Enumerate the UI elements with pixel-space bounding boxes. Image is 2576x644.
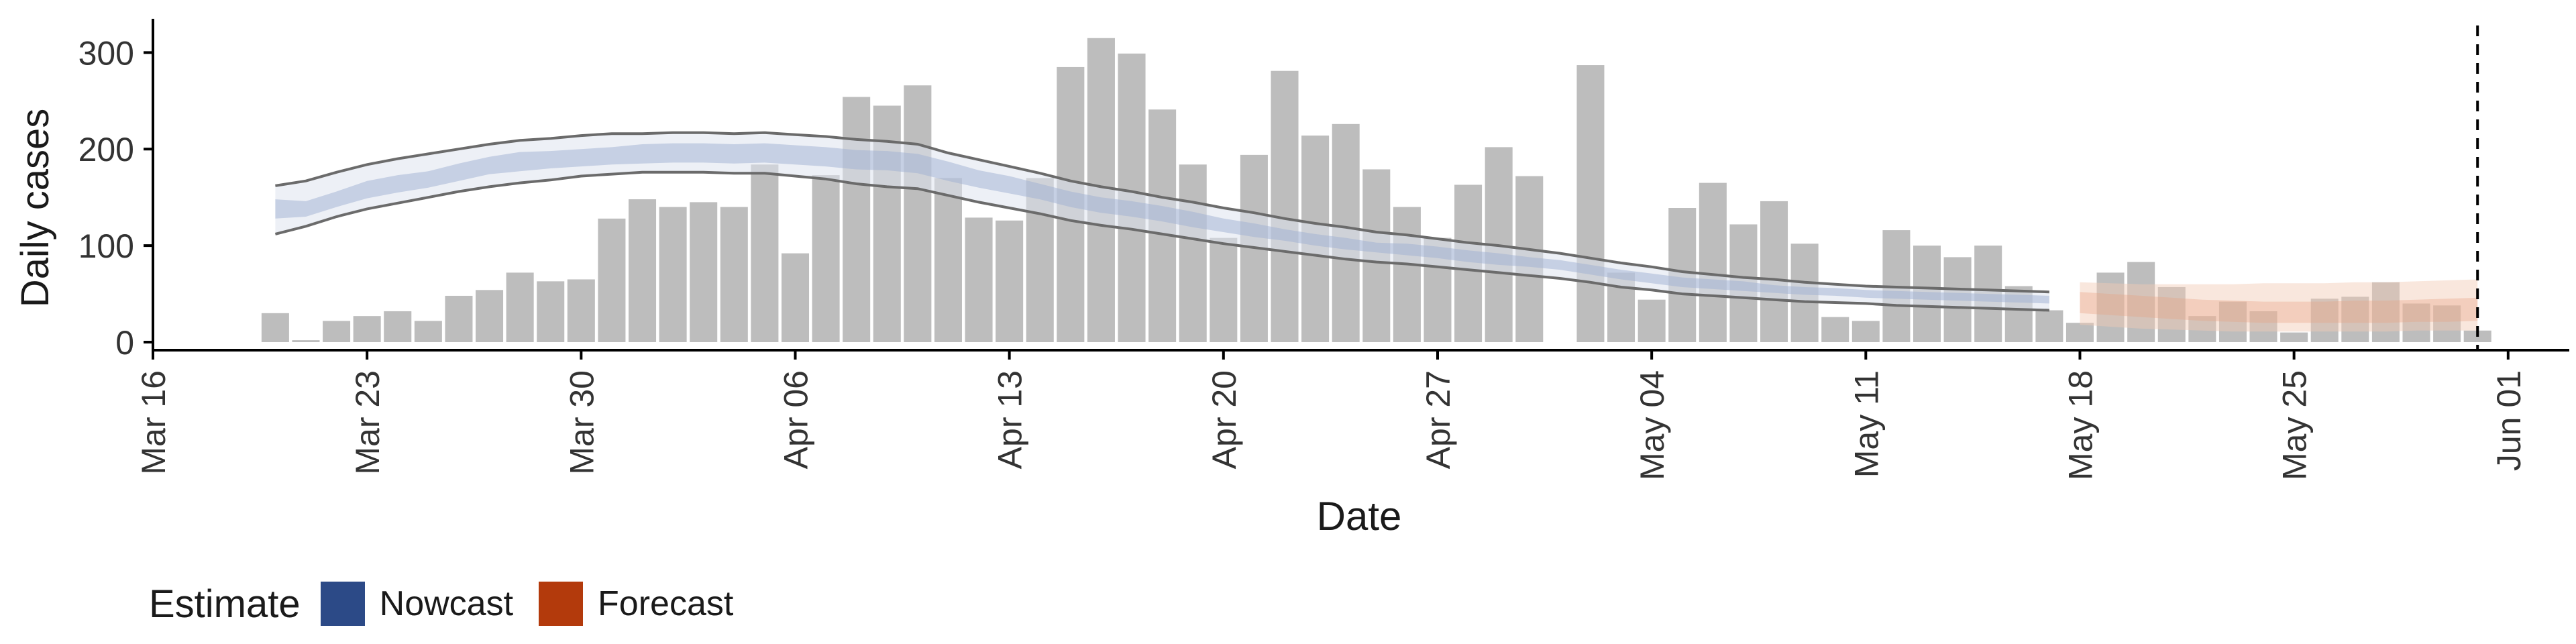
legend-key-forecast [539,582,584,626]
bar-case [812,175,840,342]
bar-case [965,217,993,342]
x-tick-label: Mar 30 [563,370,600,475]
y-tick-label: 200 [78,131,134,168]
x-tick-label: Jun 01 [2490,370,2528,471]
bar-case [1271,70,1299,342]
y-tick-label: 300 [78,34,134,72]
x-tick-label: Apr 13 [991,370,1029,469]
bar-case [506,272,534,342]
bar-case [1638,299,1666,342]
bar-case [537,281,565,342]
bar-case [2371,282,2400,342]
bar-case [1576,65,1605,342]
bar-case [2065,323,2094,342]
bar-case [1393,207,1421,342]
bar-case [353,316,381,342]
bar-case [2188,316,2216,342]
bar-case [292,340,320,342]
bar-case [2096,272,2125,342]
bar-case [904,85,932,342]
bar-case [751,164,779,342]
bar-case [1851,321,1880,342]
legend-item-nowcast: Nowcast [320,582,514,626]
legend-title: Estimate [149,582,301,626]
bands-layer [274,131,2478,332]
x-tick-label: May 25 [2276,370,2314,480]
bar-case [2433,305,2461,342]
bar-case [934,178,962,342]
x-tick-label: Mar 23 [349,370,386,475]
bar-case [1821,317,1849,342]
bar-case [323,321,351,342]
x-tick-label: May 18 [2062,370,2100,480]
bar-case [1760,201,1788,342]
y-tick-label: 100 [78,227,134,265]
bar-case [567,279,595,342]
bar-case [690,202,718,342]
x-axis-title: Date [1317,494,1402,539]
bar-case [659,207,687,342]
legend-label-forecast: Forecast [598,584,734,623]
bar-case [720,207,748,342]
forecast-inner-band [2080,292,2478,323]
bar-case [1210,237,1238,342]
bar-case [2127,262,2155,342]
bar-case [384,311,412,342]
bar-case [629,199,657,342]
bar-case [261,313,289,342]
bar-case [1699,182,1727,342]
nowcast-outer-band [275,132,2049,311]
legend: Estimate Nowcast Forecast [149,577,759,631]
nowcast-upper-line [275,131,2049,294]
bar-case [2402,303,2430,342]
bar-case [2157,286,2186,342]
bar-case [2249,311,2277,342]
legend-label-nowcast: Nowcast [379,584,514,623]
forecast-outer-band [2080,279,2478,332]
legend-key-nowcast [320,582,365,626]
bar-case [2341,297,2369,342]
bar-case [2035,310,2063,342]
x-tick-label: May 04 [1633,370,1671,480]
bar-case [598,218,626,342]
nowcast-lower-line [274,170,2049,312]
axes-layer: 0 100 200 300 Mar 16 Mar 23 Mar 30 Apr 06 Apr 13… [78,19,2569,480]
y-tick-label: 0 [115,324,134,362]
x-tick-label: Apr 20 [1205,370,1243,469]
bar-case [996,220,1024,342]
bar-case [781,253,810,342]
bar-case [1179,164,1207,342]
x-tick-label: May 11 [1847,370,1885,478]
legend-item-forecast: Forecast [539,582,733,626]
bar-case [445,295,473,342]
bar-case [414,321,442,342]
bar-case [476,290,504,342]
x-tick-label: Apr 06 [777,370,815,469]
bar-case [2310,299,2339,342]
y-axis-title: Daily cases [13,109,57,308]
bar-case [843,97,871,343]
bar-case [2280,332,2308,342]
x-tick-label: Apr 27 [1419,370,1457,469]
x-tick-label: Mar 16 [135,370,172,475]
bar-case [2218,301,2247,342]
